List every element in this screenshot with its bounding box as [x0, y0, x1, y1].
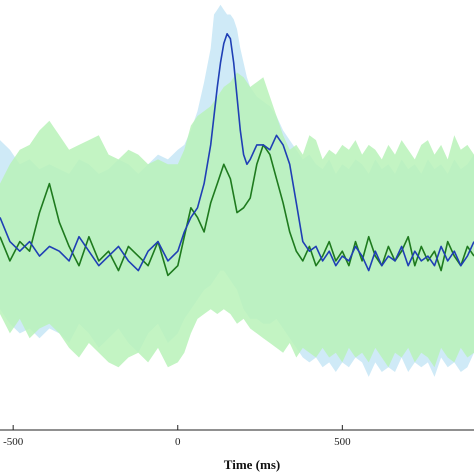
green-series-line	[0, 144, 474, 277]
x-tick-label: -500	[3, 436, 24, 448]
x-ticks: -500 0 500	[3, 425, 351, 448]
x-tick-label: 500	[334, 436, 351, 448]
x-axis: -500 0 500	[0, 425, 474, 448]
x-tick-label: 0	[175, 436, 181, 448]
green-confidence-band	[0, 72, 474, 368]
confidence-bands	[0, 4, 474, 377]
blue-series-line	[0, 32, 474, 272]
series-lines	[0, 32, 474, 277]
x-axis-title: Time (ms)	[224, 457, 280, 472]
